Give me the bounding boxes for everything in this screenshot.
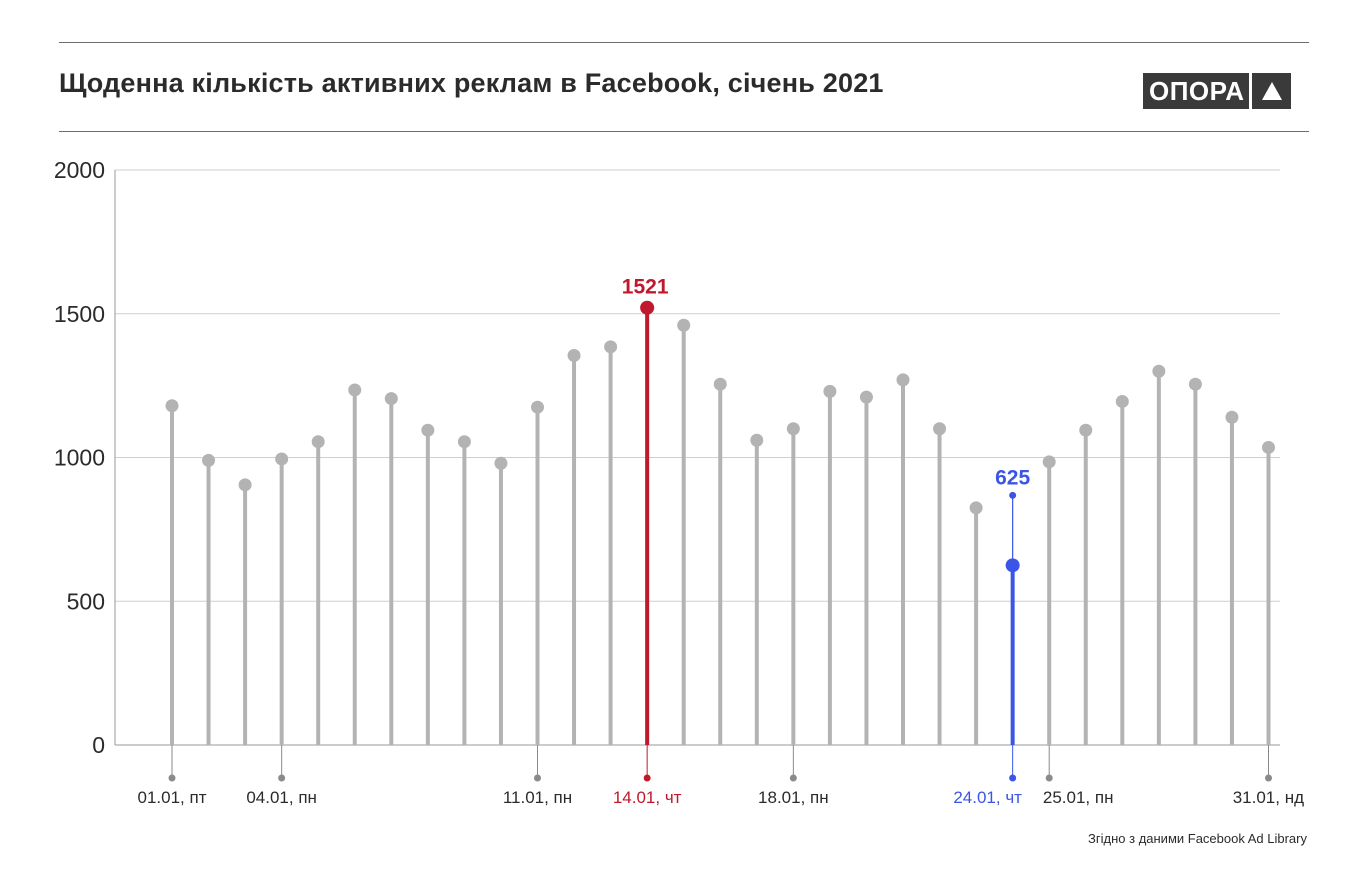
data-point <box>421 423 435 437</box>
data-point <box>531 400 544 414</box>
data-point <box>750 433 764 447</box>
y-tick-label: 2000 <box>54 157 105 183</box>
data-point <box>238 478 252 492</box>
data-point <box>384 392 398 406</box>
data-label: 625 <box>995 466 1030 489</box>
x-tick-label: 25.01, пн <box>1043 788 1114 807</box>
x-tick-dot <box>1009 774 1017 782</box>
data-point <box>165 399 179 413</box>
x-tick-dot <box>643 774 651 782</box>
data-point <box>1188 377 1202 391</box>
data-point <box>677 318 691 332</box>
header-bottom-rule <box>59 131 1309 132</box>
x-tick-dot <box>168 774 176 782</box>
data-point <box>348 383 362 397</box>
x-tick-label: 24.01, чт <box>953 788 1022 807</box>
y-tick-label: 1000 <box>54 445 105 471</box>
data-point <box>1152 364 1166 378</box>
data-point <box>786 422 800 436</box>
x-tick-label: 01.01, пт <box>138 788 207 807</box>
data-point <box>1262 440 1275 454</box>
data-point <box>823 384 837 398</box>
triangle-icon <box>1252 73 1292 109</box>
data-point <box>1042 455 1056 469</box>
data-point <box>567 348 581 362</box>
data-point <box>457 435 471 449</box>
y-tick-label: 0 <box>92 732 105 758</box>
x-tick-label: 31.01, нд <box>1233 788 1304 807</box>
data-point <box>1115 394 1129 408</box>
x-tick-dot <box>278 774 286 782</box>
data-point <box>275 452 289 466</box>
x-tick-label: 04.01, пн <box>246 788 317 807</box>
logo-text: ОПОРА <box>1143 73 1250 109</box>
data-point <box>202 453 216 467</box>
data-point <box>1079 423 1093 437</box>
x-tick-dot <box>1045 774 1053 782</box>
data-point <box>1225 410 1239 424</box>
chart-title: Щоденна кількість активних реклам в Face… <box>59 68 884 98</box>
data-point <box>604 340 618 354</box>
y-tick-label: 500 <box>67 588 105 614</box>
x-tick-label: 11.01, пн <box>503 788 572 807</box>
x-tick-label: 14.01, чт <box>613 788 682 807</box>
source-note: Згідно з даними Facebook Ad Library <box>1088 831 1307 846</box>
x-tick-dot <box>789 774 797 782</box>
x-tick-dot <box>534 774 541 782</box>
data-point <box>494 456 508 470</box>
logo-separator <box>1249 73 1253 109</box>
data-label: 1521 <box>622 276 669 299</box>
x-tick-label: 18.01, пн <box>758 788 829 807</box>
data-point <box>640 300 655 315</box>
opora-logo: ОПОРА <box>1143 73 1292 109</box>
leader-dot <box>1009 491 1017 499</box>
data-point <box>933 422 947 436</box>
data-point <box>713 377 727 391</box>
data-point <box>969 501 983 515</box>
x-tick-dot <box>1265 774 1272 782</box>
y-tick-label: 1500 <box>54 301 105 327</box>
data-point <box>859 390 873 404</box>
data-point <box>311 435 325 449</box>
data-point <box>896 373 910 387</box>
top-rule <box>59 42 1309 43</box>
